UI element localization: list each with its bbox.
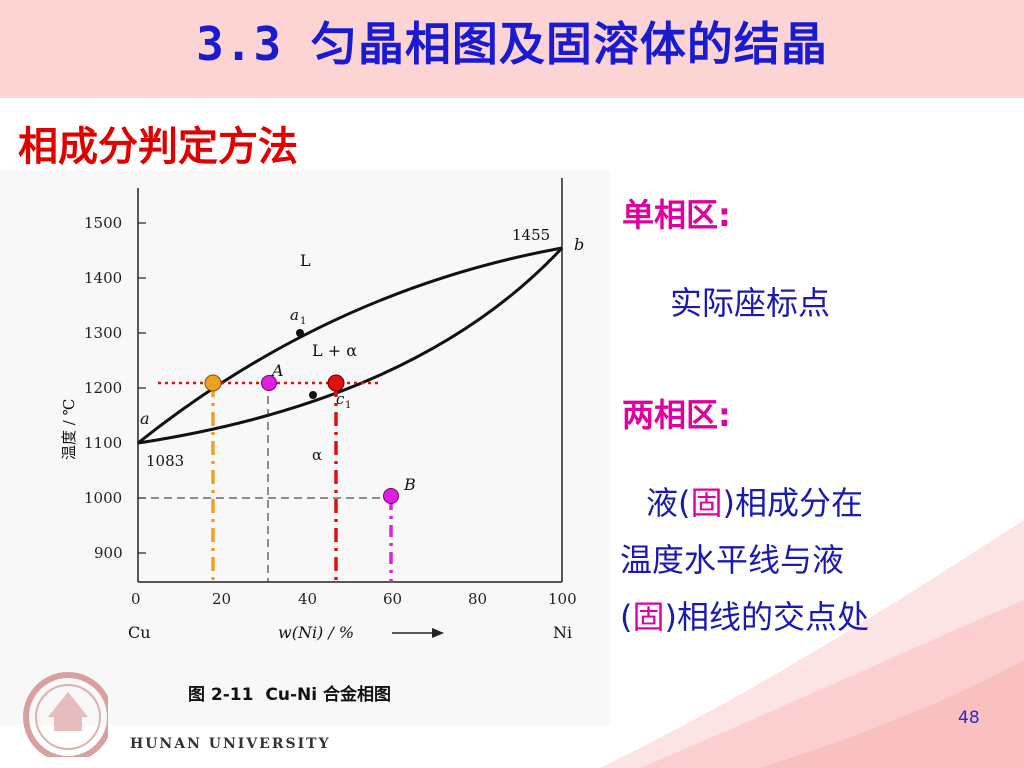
y-tick-1200: 1200 (84, 379, 122, 397)
x-tick-40: 40 (298, 590, 317, 608)
two-phase-line-1-c: )相成分在 (722, 484, 864, 522)
liquidus-line (137, 246, 563, 445)
x-axis-label: w(Ni) / % (278, 623, 354, 642)
y-tick-marks (138, 222, 146, 554)
label-c1: c (336, 390, 345, 408)
y-tick-1300: 1300 (84, 324, 122, 342)
caption-number: 图 2-11 (188, 685, 254, 705)
two-phase-label: 两相区: (622, 396, 731, 434)
two-phase-line-1: 液(固)相成分在 (646, 478, 863, 524)
x-tick-labels: 0 20 40 60 80 100 (131, 590, 577, 608)
label-1083: 1083 (146, 452, 184, 470)
x-tick-20: 20 (212, 590, 231, 608)
y-tick-1000: 1000 (84, 489, 122, 507)
label-A: A (270, 361, 284, 380)
y-tick-labels: 1500 1400 1300 1200 1100 1000 900 (84, 214, 123, 562)
two-phase-line-3-solid: 固 (632, 598, 665, 636)
point-c1 (309, 391, 317, 399)
y-axis-label: 温度 / ℃ (60, 399, 78, 460)
two-phase-line-2: 温度水平线与液 (620, 541, 845, 579)
element-ni: Ni (553, 623, 572, 642)
label-a1: a (290, 306, 299, 324)
page-number: 48 (958, 708, 980, 728)
y-tick-1500: 1500 (84, 214, 122, 232)
x-axis-arrow (392, 628, 444, 638)
university-seal-logo (23, 672, 108, 757)
label-b: b (574, 235, 584, 254)
liquid-composition-marker (204, 374, 222, 392)
caption-text: Cu-Ni 合金相图 (265, 685, 391, 705)
figure-caption: 图 2-11 Cu-Ni 合金相图 (188, 680, 397, 705)
label-a: a (140, 409, 150, 428)
label-region-L-alpha: L + α (312, 341, 357, 360)
phase-diagram-image: 1500 1400 1300 1200 1100 1000 900 0 20 4… (0, 170, 610, 725)
title-bar (0, 0, 1024, 98)
two-phase-line-3: (固)相线的交点处 (620, 592, 869, 638)
alloy-A-marker (261, 375, 277, 391)
single-phase-label: 单相区: (622, 196, 731, 234)
two-phase-line-3-a: ( (620, 598, 633, 636)
two-phase-line-1-a: 液( (646, 484, 691, 522)
y-tick-900: 900 (94, 544, 123, 562)
x-tick-80: 80 (468, 590, 487, 608)
label-region-alpha: α (312, 446, 322, 464)
label-a1-subscript: 1 (300, 316, 306, 327)
two-phase-line-1-solid: 固 (690, 484, 723, 522)
label-c1-subscript: 1 (345, 400, 351, 411)
label-B: B (403, 475, 416, 494)
slide-title: 3.3 匀晶相图及固溶体的结晶 (196, 17, 828, 71)
x-tick-0: 0 (131, 590, 141, 608)
x-tick-100: 100 (548, 590, 577, 608)
label-region-L: L (300, 251, 311, 270)
university-name: HUNAN UNIVERSITY (130, 736, 331, 752)
section-heading: 相成分判定方法 (18, 124, 298, 170)
label-1455: 1455 (512, 226, 550, 244)
y-tick-1100: 1100 (84, 434, 122, 452)
two-phase-line-3-c: )相线的交点处 (664, 598, 870, 636)
point-a1 (296, 329, 304, 337)
alloy-B-marker (383, 488, 399, 504)
x-tick-60: 60 (383, 590, 402, 608)
element-cu: Cu (128, 623, 151, 642)
solid-composition-marker (327, 374, 345, 392)
y-tick-1400: 1400 (84, 269, 122, 287)
solidus-line (137, 246, 564, 445)
single-phase-description: 实际座标点 (670, 284, 831, 322)
cu-ni-phase-diagram: 1500 1400 1300 1200 1100 1000 900 0 20 4… (60, 178, 584, 642)
